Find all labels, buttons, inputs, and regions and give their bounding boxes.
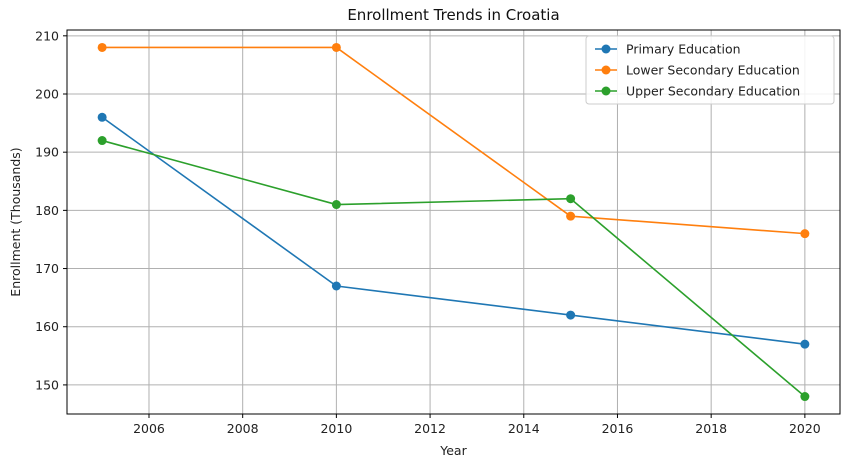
y-tick-label: 180 — [35, 203, 59, 218]
y-tick-label: 160 — [35, 319, 59, 334]
y-tick-label: 200 — [35, 87, 59, 102]
x-tick-label: 2008 — [227, 421, 259, 436]
x-tick-label: 2006 — [133, 421, 165, 436]
y-tick-label: 150 — [35, 377, 59, 392]
series-2-point — [566, 211, 576, 221]
x-tick-label: 2018 — [695, 421, 727, 436]
series-2-point — [97, 42, 107, 52]
y-axis-label: Enrollment (Thousands) — [8, 147, 23, 296]
series-3-point — [97, 136, 107, 146]
legend: Primary Education Lower Secondary Educati… — [585, 35, 835, 105]
legend-marker — [601, 44, 611, 54]
legend-marker — [601, 86, 611, 96]
series-1-point — [800, 339, 810, 349]
chart-title: Enrollment Trends in Croatia — [347, 6, 559, 24]
y-tick-label: 190 — [35, 145, 59, 160]
series-line-2 — [102, 46, 805, 235]
legend-label: Primary Education — [626, 42, 741, 57]
series-3-point — [800, 392, 810, 402]
series-3-point — [331, 200, 341, 210]
series-3-point — [566, 194, 576, 204]
series-line-3 — [101, 139, 806, 398]
series-1-point — [331, 281, 341, 291]
legend-label: Lower Secondary Education — [626, 63, 800, 78]
legend-box — [585, 35, 835, 105]
series-1-point — [566, 310, 576, 320]
x-axis-label: Year — [439, 443, 467, 458]
series-2-point — [800, 229, 810, 239]
series-line-1 — [101, 116, 805, 345]
x-tick-label: 2014 — [508, 421, 540, 436]
x-tick-label: 2010 — [320, 421, 352, 436]
series-layer — [97, 42, 810, 402]
y-tick-label: 210 — [35, 28, 59, 43]
series-2-point — [331, 42, 341, 52]
ticks: 2006 2008 2010 2012 2014 2016 2018 2020 150 160 17… — [35, 28, 821, 436]
x-tick-label: 2012 — [414, 421, 446, 436]
legend-marker — [601, 65, 611, 75]
series-1-point — [97, 112, 107, 122]
plot-frame — [66, 29, 841, 415]
x-tick-label: 2016 — [602, 421, 634, 436]
x-tick-label: 2020 — [789, 421, 821, 436]
legend-label: Upper Secondary Education — [626, 84, 800, 99]
y-tick-label: 170 — [35, 261, 59, 276]
